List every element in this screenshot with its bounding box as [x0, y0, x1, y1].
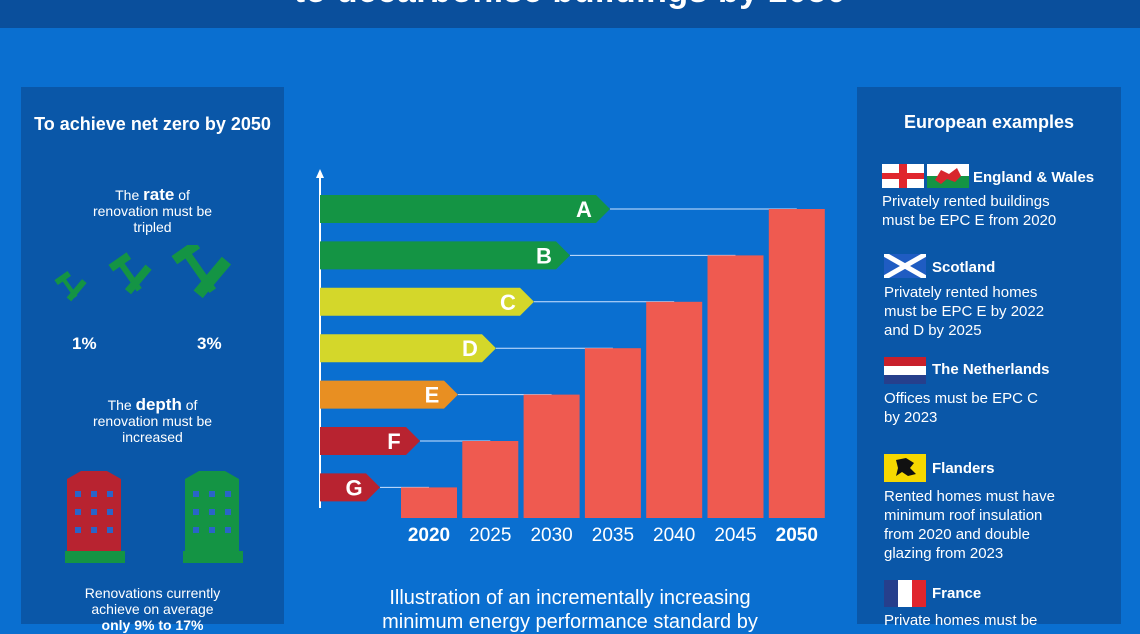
epc-arrow-c: C	[320, 287, 534, 316]
depth-text: The depth of renovation must be increase…	[21, 395, 284, 445]
chart-caption: Illustration of an incrementally increas…	[330, 586, 810, 634]
scotland-flag-icon	[884, 254, 926, 278]
example-text-line: Privately rented buildings	[882, 193, 1050, 210]
epc-arrow-label: G	[345, 475, 362, 500]
epc-arrow-shape	[320, 241, 570, 270]
bar-2030	[523, 394, 580, 518]
example-text-line: must be EPC E by 2022	[884, 303, 1045, 320]
epc-arrow-shape	[320, 334, 496, 363]
epc-arrow-label: D	[462, 336, 478, 361]
example-text-scotland: Privately rented homes must be EPC E by …	[884, 283, 1084, 340]
green-building-icon	[183, 471, 243, 563]
header-bar: to decarbonise buildings by 2050	[0, 0, 1140, 28]
example-text-line: Privately rented homes	[884, 284, 1038, 301]
epc-arrow-shape	[320, 380, 458, 409]
x-tick-label: 2020	[408, 525, 450, 546]
example-text-france: Private homes must be	[884, 611, 1084, 630]
example-text-line: glazing from 2023	[884, 545, 1004, 562]
england-flag-icon	[882, 164, 924, 188]
epc-arrow-e: E	[320, 380, 458, 409]
epc-arrow-label: A	[576, 197, 592, 222]
depth-line3: increased	[122, 429, 183, 445]
netherlands-flag-icon	[884, 357, 926, 384]
bar-2045	[707, 255, 764, 518]
rate-low-pct: 1%	[72, 334, 97, 353]
net-zero-heading: To achieve net zero by 2050	[34, 114, 271, 134]
x-tick-label: 2040	[653, 525, 695, 546]
x-tick-label: 2025	[469, 525, 511, 546]
example-text-line: from 2020 and double	[884, 526, 1030, 543]
buildings-illustration	[65, 471, 243, 563]
hammer-saw-icon	[171, 245, 232, 299]
epc-arrow-label: C	[500, 290, 516, 315]
bar-2040	[646, 301, 703, 518]
epc-arrow-label: E	[425, 383, 440, 408]
france-flag-icon	[884, 580, 926, 607]
bar-2025	[462, 441, 519, 518]
example-text-line: must be EPC E from 2020	[882, 212, 1057, 229]
rate-line3: tripled	[133, 219, 172, 235]
hammer-saw-icon	[108, 252, 152, 295]
epc-arrow-b: B	[320, 241, 570, 270]
example-text-line: Offices must be EPC C	[884, 390, 1038, 407]
net-zero-panel: To achieve net zero by 2050 The rate of …	[21, 87, 284, 633]
examples-title: European examples	[903, 112, 1075, 132]
rate-line2: renovation must be	[92, 203, 213, 219]
example-text-line: Rented homes must have	[884, 488, 1055, 505]
rate-text: The rate of renovation must be tripled	[21, 185, 284, 235]
depth-post: of	[185, 397, 198, 413]
example-name-england-wales: England & Wales	[973, 169, 1095, 186]
depth-line2: renovation must be	[92, 413, 213, 429]
depth-key: depth	[135, 395, 182, 414]
caption-line2: minimum energy performance standard by	[382, 611, 758, 633]
hammer-saw-icon	[54, 270, 87, 302]
renov-line1: Renovations currently	[84, 585, 221, 601]
example-text-netherlands: Offices must be EPC C by 2023	[884, 389, 1084, 427]
rate-high-pct: 3%	[197, 334, 222, 353]
example-text-line: Private homes must be	[884, 612, 1038, 629]
renovation-text: Renovations currently achieve on average…	[21, 585, 284, 633]
rate-pre: The	[115, 187, 140, 203]
wales-flag-icon	[927, 164, 969, 188]
flanders-flag-icon	[884, 454, 926, 482]
example-name-scotland: Scotland	[932, 259, 996, 276]
bar-2035	[584, 348, 641, 518]
example-text-england-wales: Privately rented buildings must be EPC E…	[882, 192, 1082, 230]
example-text-line: and D by 2025	[884, 322, 982, 339]
epc-arrow-shape	[320, 287, 534, 316]
epc-arrow-shape	[320, 473, 380, 502]
page-title: to decarbonise buildings by 2050	[0, 0, 1140, 11]
caption-line1: Illustration of an incrementally increas…	[389, 587, 751, 609]
example-name-flanders: Flanders	[932, 460, 995, 477]
example-text-flanders: Rented homes must have minimum roof insu…	[884, 487, 1084, 563]
epc-arrow-g: G	[320, 473, 380, 502]
example-name-france: France	[932, 585, 982, 602]
epc-arrow-label: B	[536, 243, 552, 268]
epc-arrow-shape	[320, 427, 420, 455]
rate-post: of	[178, 187, 190, 203]
hammer-saw-icons	[54, 245, 232, 302]
bar-2050	[768, 209, 825, 518]
x-tick-label: 2035	[592, 525, 634, 546]
depth-pre: The	[107, 397, 132, 413]
epc-arrow-a: A	[320, 195, 610, 223]
example-text-line: by 2023	[884, 409, 938, 426]
rate-key: rate	[143, 185, 175, 204]
example-name-netherlands: The Netherlands	[932, 361, 1050, 378]
x-tick-label: 2030	[530, 525, 572, 546]
renov-line2: achieve on average	[91, 601, 214, 617]
x-tick-label: 2045	[714, 525, 756, 546]
epc-arrow-label: F	[387, 429, 400, 454]
epc-arrow-shape	[320, 195, 610, 223]
epc-arrow-f: F	[320, 427, 420, 455]
example-text-line: minimum roof insulation	[884, 507, 1043, 524]
x-tick-label: 2050	[776, 525, 818, 546]
red-building-icon	[65, 471, 125, 563]
bar-2020	[401, 487, 457, 518]
renov-line3: only 9% to 17%	[101, 617, 204, 633]
epc-arrow-d: D	[320, 334, 496, 363]
european-examples-panel: European examples England & Wales Privat…	[857, 87, 1121, 629]
